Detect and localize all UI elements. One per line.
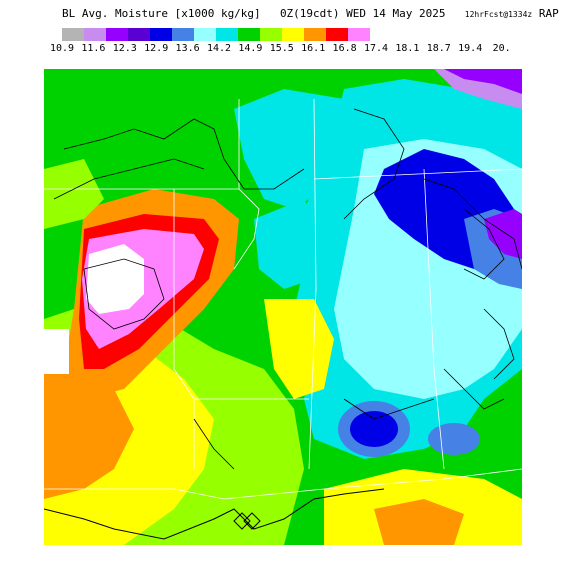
scale-label-13: 19.4 xyxy=(458,43,483,54)
color-scale-labels: 10.9 11.6 12.3 12.9 13.6 14.2 14.9 15.5 16.1 16.8… xyxy=(50,43,518,55)
moisture-map xyxy=(44,69,522,545)
field-yellow-central xyxy=(264,299,334,399)
scale-label-2: 12.3 xyxy=(112,43,137,54)
scale-swatch-8 xyxy=(238,28,260,41)
scale-label-5: 14.2 xyxy=(206,43,232,54)
scale-swatch-5 xyxy=(172,28,194,41)
scale-swatch-12 xyxy=(326,28,348,41)
scale-label-4: 13.6 xyxy=(175,43,200,54)
scale-label-3: 12.9 xyxy=(144,43,169,54)
scale-swatch-2 xyxy=(106,28,128,41)
gulf-coastline xyxy=(44,488,385,540)
scale-label-8: 16.1 xyxy=(301,43,326,54)
scale-label-6: 14.9 xyxy=(238,43,263,54)
field-purple-ne xyxy=(484,209,522,259)
field-cyan-center xyxy=(254,199,324,289)
field-orange-sw xyxy=(44,359,134,499)
field-blue-south-1-core xyxy=(350,411,398,447)
scale-label-7: 15.5 xyxy=(269,43,294,54)
field-purple-top xyxy=(444,69,522,94)
scale-swatch-1 xyxy=(84,28,106,41)
contour-lines xyxy=(53,108,522,470)
scale-swatch-6 xyxy=(194,28,216,41)
field-white-left xyxy=(44,329,69,374)
state-boundaries xyxy=(44,98,522,500)
scale-label-1: 11.6 xyxy=(81,43,106,54)
map-canvas xyxy=(44,69,522,545)
scale-swatch-13 xyxy=(348,28,370,41)
scale-swatch-0 xyxy=(62,28,84,41)
scale-label-10: 17.4 xyxy=(363,43,389,54)
scale-swatch-9 xyxy=(260,28,282,41)
scale-label-0: 10.9 xyxy=(49,43,75,54)
model-label: RAP xyxy=(538,7,559,20)
title-text: BL Avg. Moisture [x1000 kg/kg] xyxy=(62,7,261,20)
coast-markers xyxy=(233,512,261,530)
field-lime-west xyxy=(44,159,104,229)
scale-label-12: 18.7 xyxy=(426,43,451,54)
field-cyan-north xyxy=(234,89,354,209)
field-orange-gulf xyxy=(374,499,464,545)
scale-swatch-4 xyxy=(150,28,172,41)
scale-swatch-3 xyxy=(128,28,150,41)
map-title: BL Avg. Moisture [x1000 kg/kg] 0Z(19cdt)… xyxy=(62,7,559,20)
field-white-nw xyxy=(86,244,144,314)
scale-swatch-11 xyxy=(304,28,326,41)
scale-label-11: 18.1 xyxy=(395,43,420,54)
valid-time: 0Z(19cdt) WED 14 May 2025 xyxy=(279,7,446,20)
field-blue-south-2 xyxy=(428,423,480,455)
scale-label-14: 20. xyxy=(492,43,511,54)
scale-label-9: 16.8 xyxy=(332,43,357,54)
color-scale-bar xyxy=(62,28,370,41)
forecast-label: 12hrFcst@1334z xyxy=(464,10,533,19)
scale-swatch-10 xyxy=(282,28,304,41)
scale-swatch-7 xyxy=(216,28,238,41)
